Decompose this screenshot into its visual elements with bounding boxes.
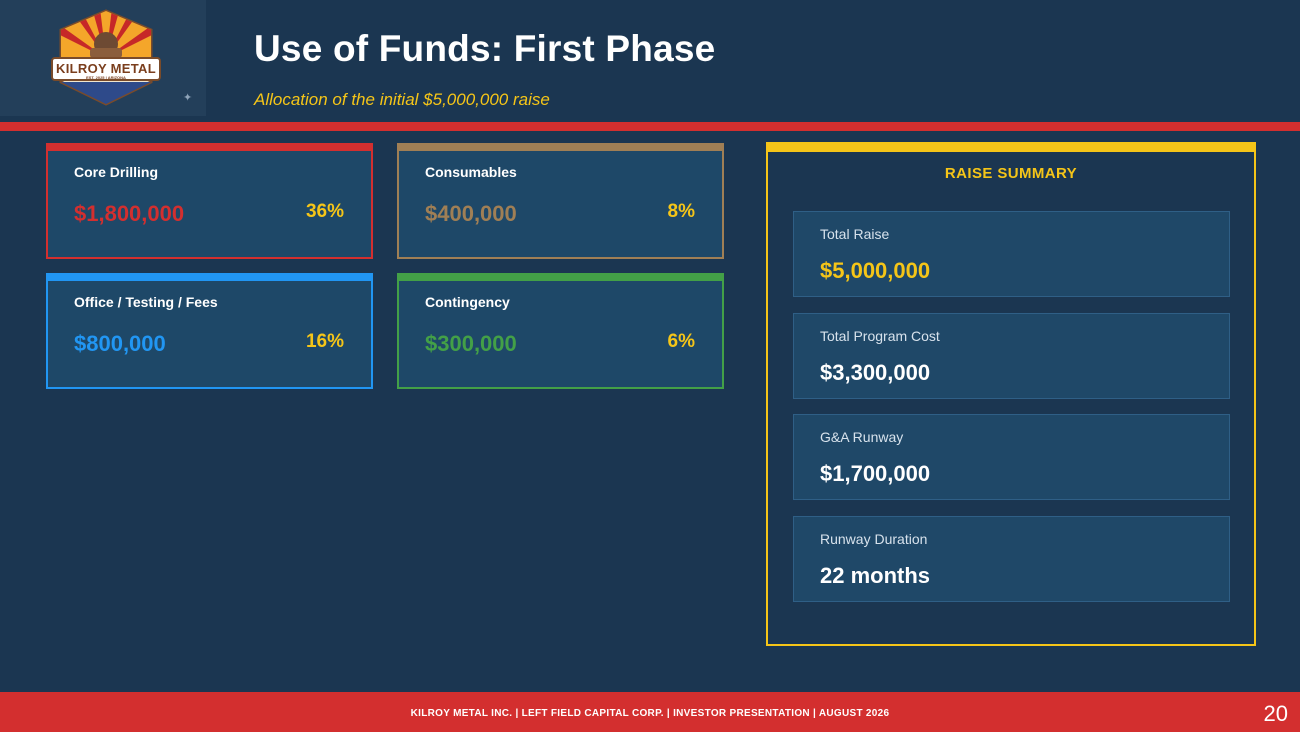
card-label: Contingency (425, 294, 510, 310)
card-percent: 8% (667, 201, 695, 222)
summary-row-total-program-cost: Total Program Cost $3,300,000 (793, 313, 1230, 399)
footer-bar: KILROY METAL INC. | LEFT FIELD CAPITAL C… (0, 692, 1300, 732)
logo-subtext: EST. 2025 | ARIZONA (86, 75, 126, 80)
card-consumables: Consumables $400,000 8% (397, 143, 724, 259)
card-label: Office / Testing / Fees (74, 294, 218, 310)
card-label: Consumables (425, 164, 517, 180)
card-contingency: Contingency $300,000 6% (397, 273, 724, 389)
summary-row-total-raise: Total Raise $5,000,000 (793, 211, 1230, 297)
summary-row-runway-duration: Runway Duration 22 months (793, 516, 1230, 602)
header-divider (0, 122, 1300, 131)
summary-title: RAISE SUMMARY (944, 165, 1078, 182)
card-amount: $400,000 (425, 201, 517, 226)
card-percent: 16% (305, 331, 344, 352)
logo-text: KILROY METAL (56, 61, 156, 76)
card-percent: 36% (305, 201, 344, 222)
summary-label: Total Program Cost (820, 328, 940, 344)
summary-row-ga-runway: G&A Runway $1,700,000 (793, 414, 1230, 500)
sparkle-icon: ✦ (183, 92, 193, 104)
footer-text: KILROY METAL INC. | LEFT FIELD CAPITAL C… (410, 708, 890, 719)
summary-label: Total Raise (820, 226, 890, 242)
summary-value: 22 months (820, 563, 931, 588)
logo-panel: KILROY METAL EST. 2025 | ARIZONA ✦ (0, 0, 206, 116)
raise-summary-panel: RAISE SUMMARY Total Raise $5,000,000 Tot… (766, 142, 1256, 646)
summary-label: Runway Duration (820, 531, 928, 547)
summary-value: $3,300,000 (820, 360, 931, 385)
page-title: Use of Funds: First Phase (254, 28, 716, 69)
summary-label: G&A Runway (820, 429, 904, 445)
card-label: Core Drilling (74, 164, 159, 180)
card-amount: $300,000 (425, 331, 517, 356)
summary-value: $1,700,000 (820, 461, 931, 486)
company-logo (51, 9, 161, 106)
page-subtitle: Allocation of the initial $5,000,000 rai… (254, 90, 550, 109)
card-office-testing-fees: Office / Testing / Fees $800,000 16% (46, 273, 373, 389)
page-number: 20 (1263, 701, 1288, 726)
card-core-drilling: Core Drilling $1,800,000 36% (46, 143, 373, 259)
card-amount: $1,800,000 (74, 201, 185, 226)
card-percent: 6% (667, 331, 695, 352)
card-amount: $800,000 (74, 331, 166, 356)
summary-value: $5,000,000 (820, 258, 931, 283)
